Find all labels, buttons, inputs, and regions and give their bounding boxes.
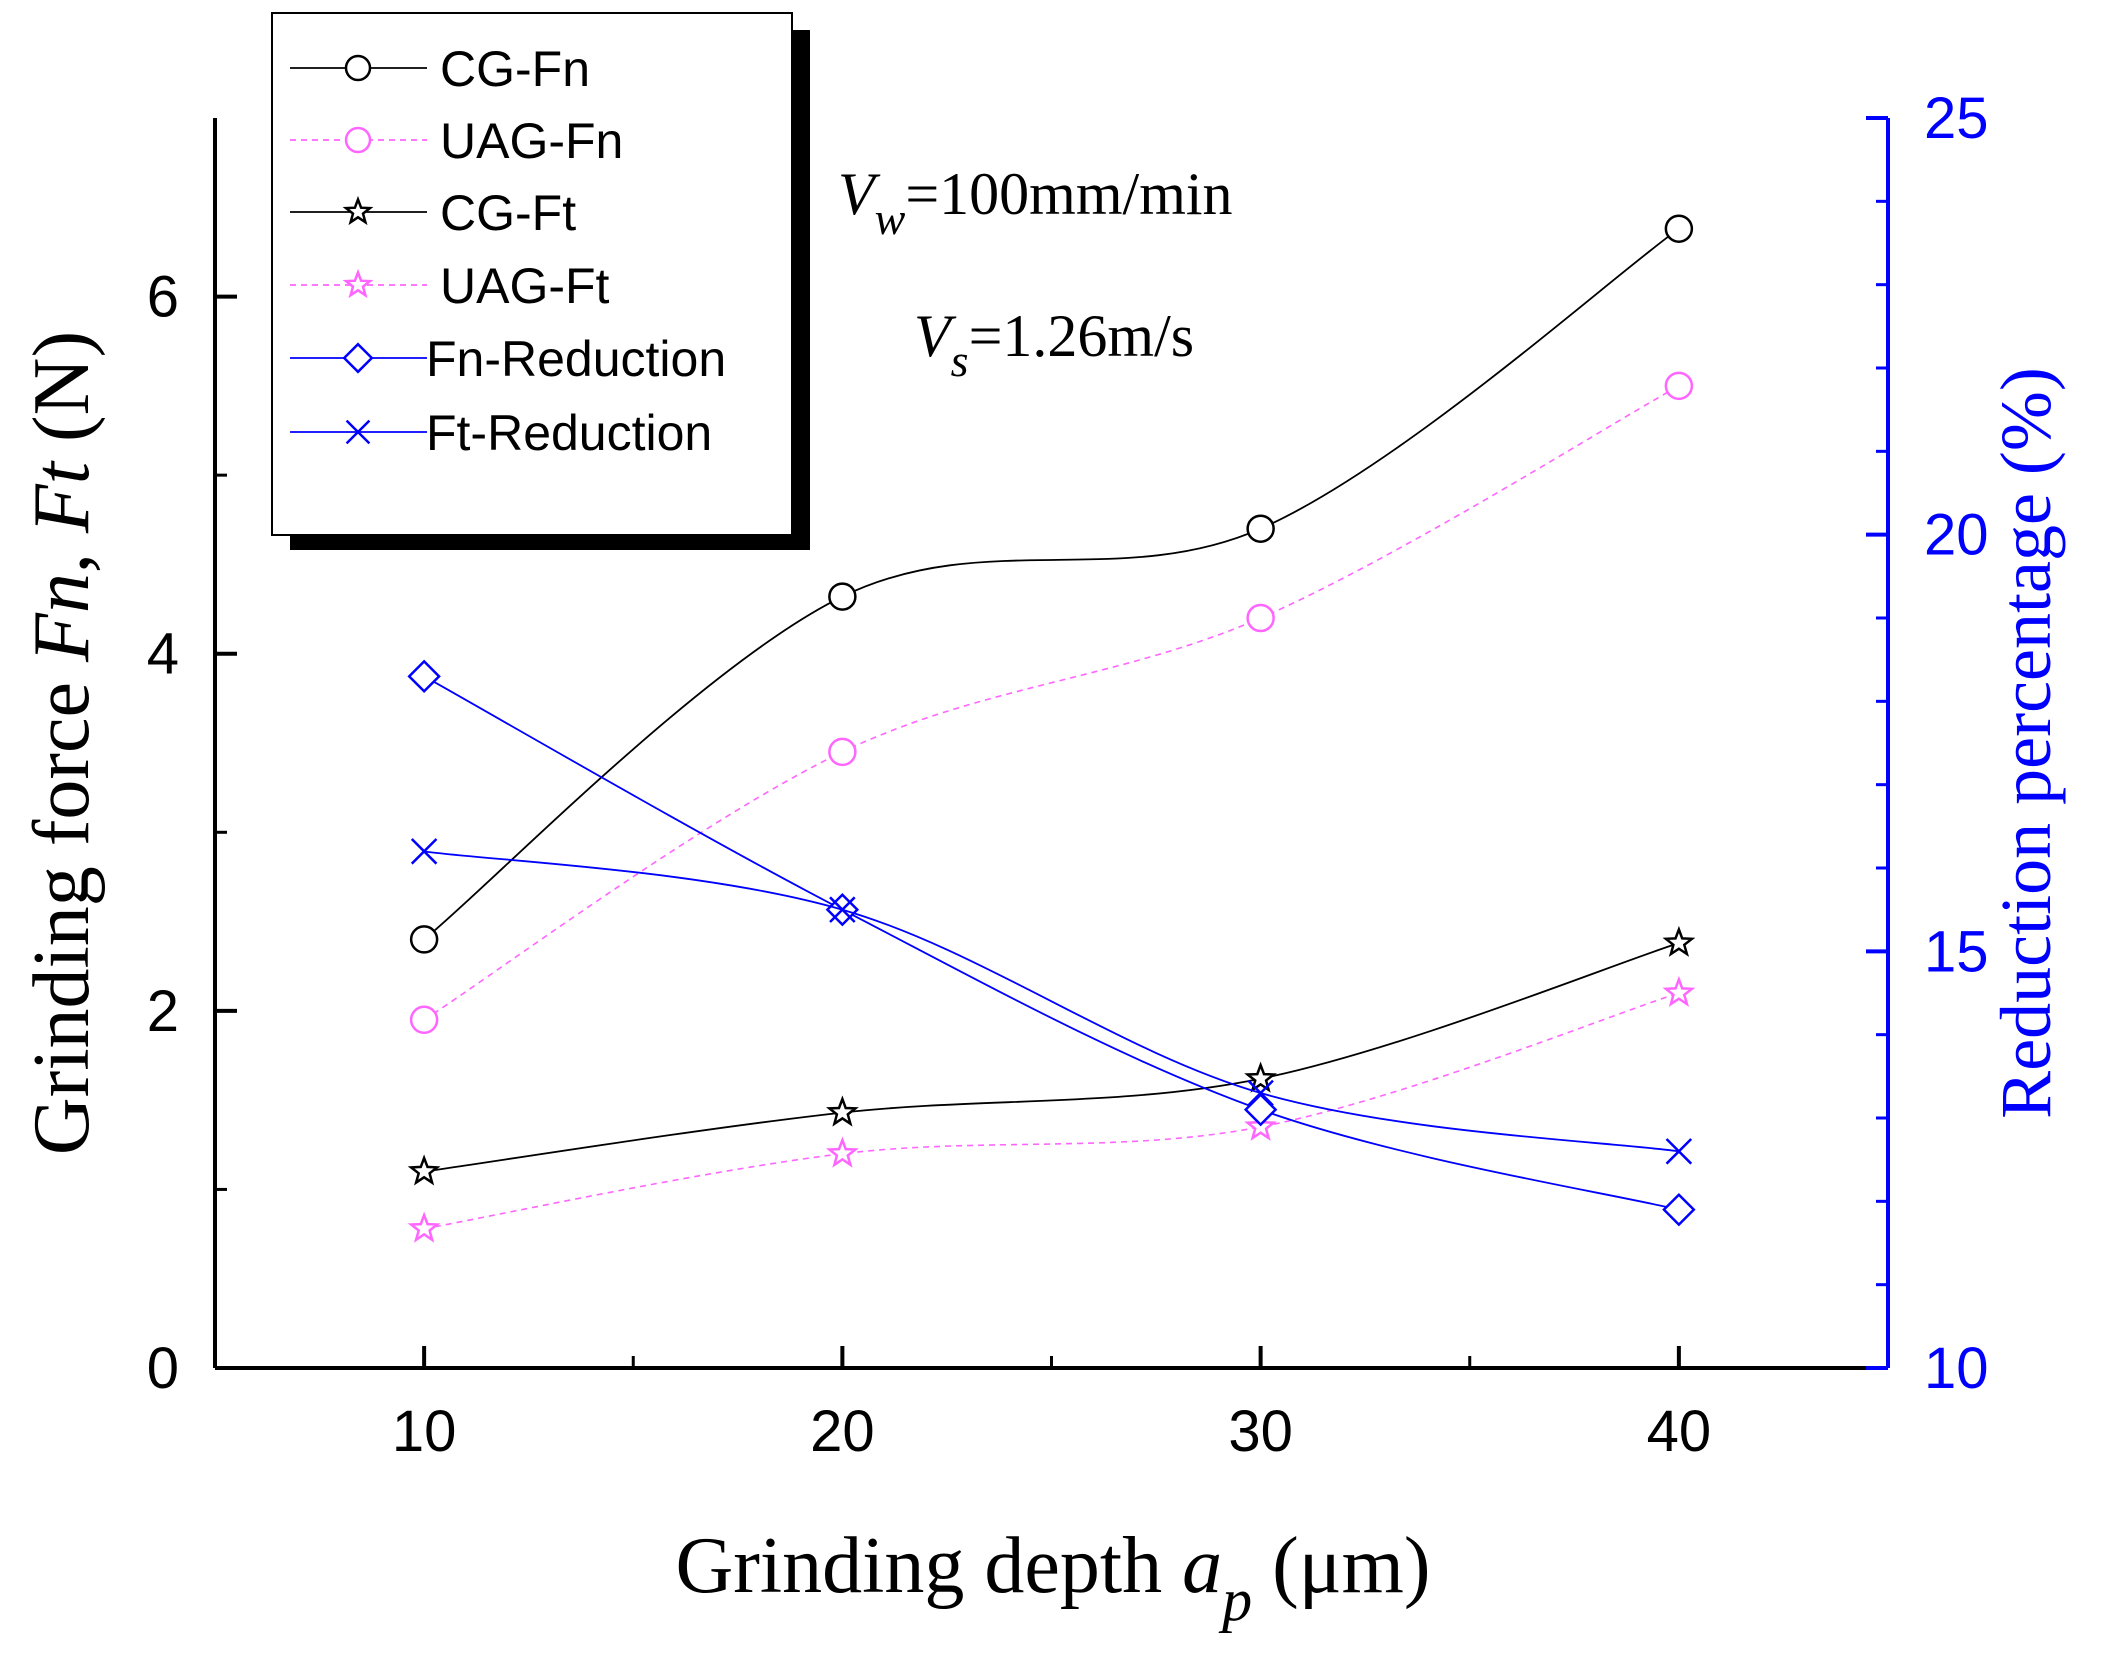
point-cg-fn: [1246, 514, 1275, 543]
point-uag-ft: [1662, 975, 1696, 1007]
series-line-fn-reduction: [423, 675, 1680, 1211]
legend-marker: [344, 126, 372, 154]
point-fn-reduction: [407, 659, 441, 694]
point-uag-fn: [828, 737, 857, 767]
left-ticks: 0 2 4 6: [147, 265, 237, 1401]
series-ft-reduction: [410, 838, 1693, 1165]
x-tick-label: 30: [1228, 1399, 1293, 1464]
point-fn-reduction: [1243, 1092, 1278, 1127]
legend-marker: [342, 268, 374, 299]
series-uag-fn: [409, 371, 1694, 1035]
point-cg-fn: [828, 582, 857, 611]
point-uag-ft: [407, 1211, 441, 1243]
series-layer: [407, 214, 1696, 1243]
series-cg-ft: [407, 925, 1696, 1186]
series-line-cg-ft: [423, 942, 1680, 1173]
series-line-uag-fn: [423, 385, 1680, 1021]
point-ft-reduction: [1665, 1138, 1693, 1165]
legend-items: CG-Fn UAG-Fn CG-Ft UAG-Ft Fn-Reduction Ft-Red…: [290, 41, 726, 461]
point-fn-reduction: [1662, 1192, 1696, 1227]
point-cg-ft: [1662, 925, 1696, 957]
legend-marker: [342, 342, 374, 374]
point-uag-ft: [826, 1136, 859, 1168]
point-uag-fn: [1246, 603, 1275, 633]
series-fn-reduction: [407, 659, 1696, 1227]
legend-entry-uag-ft: UAG-Ft: [290, 258, 610, 314]
x-ticks: 10 20 30 40: [392, 1346, 1711, 1464]
point-ft-reduction: [829, 896, 856, 923]
annotation-vw: Vw=100mm/min: [838, 161, 1233, 244]
right-tick-label: 20: [1924, 503, 1989, 568]
x-axis-title: Grinding depth ap (μm): [675, 1522, 1430, 1633]
annotation-vs: Vs=1.26m/s: [914, 303, 1194, 386]
right-ticks: 10 15 20 25: [1866, 86, 1989, 1401]
x-tick-label: 40: [1647, 1399, 1712, 1464]
left-axis-title: Grinding force Fn, Ft (N): [18, 331, 106, 1155]
legend-label: CG-Fn: [440, 41, 590, 97]
legend-entry-fn-reduction: Fn-Reduction: [290, 331, 726, 387]
legend-label: CG-Ft: [440, 185, 576, 241]
legend-label: Fn-Reduction: [426, 331, 726, 387]
legend-marker: [344, 54, 372, 82]
left-tick-label: 2: [147, 979, 179, 1044]
legend: CG-Fn UAG-Fn CG-Ft UAG-Ft Fn-Reduction Ft-Red…: [271, 12, 810, 550]
left-tick-label: 0: [147, 1336, 179, 1401]
series-line-ft-reduction: [424, 850, 1680, 1153]
legend-label: Ft-Reduction: [426, 405, 712, 461]
x-tick-label: 10: [392, 1399, 457, 1464]
series-line-uag-ft: [423, 992, 1680, 1230]
right-tick-label: 15: [1924, 919, 1989, 984]
x-tick-label: 20: [810, 1399, 875, 1464]
point-cg-ft: [826, 1095, 859, 1127]
point-ft-reduction: [410, 838, 438, 865]
point-uag-fn: [1664, 371, 1694, 401]
legend-marker: [345, 419, 371, 445]
point-uag-fn: [409, 1005, 439, 1035]
series-line-cg-fn: [423, 227, 1680, 941]
legend-label: UAG-Ft: [440, 258, 610, 314]
series-cg-fn: [409, 214, 1694, 954]
point-cg-ft: [1244, 1061, 1277, 1093]
legend-entry-cg-ft: CG-Ft: [290, 185, 576, 241]
legend-label: UAG-Fn: [440, 113, 623, 169]
legend-entry-uag-fn: UAG-Fn: [290, 113, 623, 169]
right-tick-label: 25: [1924, 86, 1989, 151]
legend-marker: [342, 195, 374, 226]
legend-entry-cg-fn: CG-Fn: [290, 41, 590, 97]
point-cg-fn: [409, 925, 439, 954]
point-cg-ft: [407, 1154, 441, 1186]
point-cg-fn: [1664, 214, 1694, 243]
point-ft-reduction: [1247, 1079, 1274, 1107]
left-tick-label: 6: [147, 265, 179, 330]
left-tick-label: 4: [147, 622, 179, 687]
legend-entry-ft-reduction: Ft-Reduction: [290, 405, 712, 461]
right-axis-title: Reduction percentage (%): [1986, 367, 2066, 1119]
right-tick-label: 10: [1924, 1336, 1989, 1401]
